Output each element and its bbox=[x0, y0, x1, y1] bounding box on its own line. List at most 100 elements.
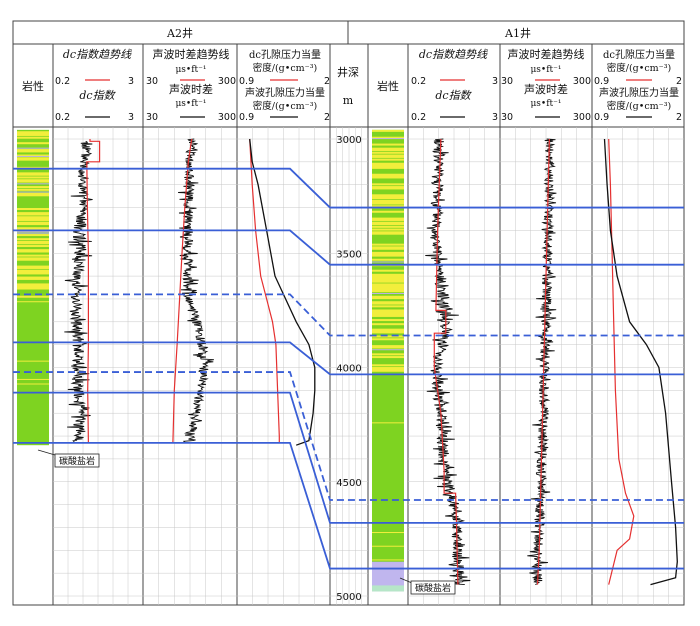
annotations: 碳酸盐岩 碳酸盐岩 bbox=[37, 449, 456, 595]
lithology-band bbox=[372, 243, 404, 246]
lithology-band bbox=[372, 312, 404, 315]
a1-pressure-trend-curve bbox=[608, 138, 635, 585]
a2-lithology-header: 岩性 bbox=[22, 79, 44, 93]
lithology-band bbox=[372, 149, 404, 152]
lithology-band bbox=[17, 257, 49, 260]
a2-dc-min-1: 0.2 bbox=[55, 76, 70, 87]
lithology-band bbox=[372, 136, 404, 139]
lithology-band bbox=[372, 202, 404, 205]
a2-dc-max-1: 3 bbox=[128, 76, 134, 87]
lithology-band bbox=[17, 217, 49, 220]
a1-pore-sonic-header: 声波孔隙压力当量 bbox=[599, 86, 679, 99]
lithology-band bbox=[17, 212, 49, 215]
a1-dc-trend-header: dc指数趋势线 bbox=[419, 48, 488, 61]
header-text: A2井 A1井 岩性 dc指数趋势线 dc指数 声波时差趋势线 μs•ft⁻¹ … bbox=[22, 26, 679, 112]
lithology-band bbox=[17, 245, 49, 248]
lithology-band bbox=[372, 253, 404, 256]
lithology-band bbox=[17, 133, 49, 136]
a1-dc-trend-curve bbox=[433, 138, 459, 585]
a1-lithology-header: 岩性 bbox=[377, 79, 399, 93]
lithology-band bbox=[17, 157, 49, 160]
lithology-band bbox=[372, 183, 404, 186]
a2-pres-max-1: 2 bbox=[324, 76, 330, 87]
figure-frame bbox=[12, 20, 685, 606]
lithology-band bbox=[372, 295, 404, 298]
lithology-band bbox=[17, 194, 49, 197]
lithology-band bbox=[17, 149, 49, 152]
a2-pres-min-1: 0.9 bbox=[239, 76, 254, 87]
a1-pressure-sonic-curve bbox=[603, 138, 678, 586]
a1-dc-min-1: 0.2 bbox=[411, 76, 426, 87]
legend-samples bbox=[85, 79, 652, 118]
lithology-band bbox=[372, 532, 404, 534]
lithology-band bbox=[372, 368, 404, 371]
a1-sonic-unit-2: μs•ft⁻¹ bbox=[530, 99, 561, 109]
a2-pore-trend-unit: 密度/(g•cm⁻³) bbox=[253, 62, 317, 74]
lithology-band bbox=[17, 287, 49, 290]
lithology-band bbox=[372, 218, 404, 221]
a1-dc-max-2: 3 bbox=[492, 112, 498, 123]
lithology-band bbox=[372, 364, 404, 367]
lithology-band bbox=[372, 164, 404, 167]
lithology-band bbox=[17, 191, 49, 193]
a2-sonic-unit-2: μs•ft⁻¹ bbox=[175, 99, 206, 109]
lithology-band bbox=[372, 313, 404, 316]
a1-sonic-min-1: 30 bbox=[501, 76, 513, 87]
lithology-band bbox=[372, 221, 404, 224]
lithology-band bbox=[17, 240, 49, 243]
a2-carbonate-label: 碳酸盐岩 bbox=[59, 455, 95, 467]
lithology-band bbox=[372, 147, 404, 150]
lithology-band bbox=[17, 147, 49, 149]
lithology-band bbox=[372, 269, 404, 272]
a2-sonic-max-1: 300 bbox=[218, 76, 236, 87]
lithology-band bbox=[372, 186, 404, 189]
lithology-band bbox=[372, 328, 404, 331]
lithology-band bbox=[17, 250, 49, 253]
a1-pres-min-1: 0.9 bbox=[594, 76, 609, 87]
lithology-band bbox=[372, 173, 404, 176]
lithology-band bbox=[17, 269, 49, 272]
a1-sonic-curve bbox=[527, 138, 557, 586]
lithology-band bbox=[372, 345, 404, 348]
lithology-band bbox=[372, 286, 404, 289]
well-a2-title: A2井 bbox=[166, 26, 193, 40]
grid-group bbox=[592, 127, 684, 605]
a1-pore-sonic-unit: 密度/(g•cm⁻³) bbox=[607, 100, 671, 112]
lithology-band bbox=[372, 302, 404, 305]
a1-sonic-trend-header: 声波时差趋势线 bbox=[508, 47, 585, 61]
lithology-band bbox=[17, 186, 49, 189]
a1-carbonate-box bbox=[410, 580, 456, 595]
lithology-band bbox=[372, 346, 404, 349]
a2-sonic-max-2: 300 bbox=[218, 112, 236, 123]
lithology-band bbox=[17, 301, 49, 303]
correlation-lines bbox=[13, 167, 684, 570]
log-curves bbox=[64, 138, 678, 586]
lithology-band bbox=[372, 201, 404, 204]
depth-tick-label: 3500 bbox=[336, 249, 361, 260]
lithology-band bbox=[372, 187, 404, 190]
a2-sonic-unit-1: μs•ft⁻¹ bbox=[175, 65, 206, 75]
lithology-band bbox=[372, 166, 404, 169]
lithology-band bbox=[372, 545, 404, 547]
lithology-band bbox=[372, 246, 404, 249]
lithology-band bbox=[372, 279, 404, 282]
lithology-band bbox=[17, 242, 49, 245]
lithology-band bbox=[372, 367, 404, 370]
lithology-band bbox=[372, 162, 404, 165]
lithology-band bbox=[372, 194, 404, 197]
lithology-band bbox=[17, 276, 49, 279]
lithology-band bbox=[372, 422, 404, 424]
a1-dc-index-curve bbox=[425, 138, 471, 586]
a2-sonic-trend-header: 声波时差趋势线 bbox=[153, 47, 230, 61]
lithology-band bbox=[17, 218, 49, 221]
lithology-band bbox=[17, 227, 49, 230]
a2-dc-max-2: 3 bbox=[128, 112, 134, 123]
lithology-band bbox=[17, 265, 49, 268]
a2-sonic-min-1: 30 bbox=[146, 76, 158, 87]
well-a1-title: A1井 bbox=[504, 26, 531, 40]
lithology-band bbox=[17, 192, 49, 195]
lithology-band bbox=[17, 231, 49, 233]
lithology-band bbox=[372, 197, 404, 200]
lithology-band bbox=[17, 223, 49, 226]
lithology-band bbox=[372, 158, 404, 161]
